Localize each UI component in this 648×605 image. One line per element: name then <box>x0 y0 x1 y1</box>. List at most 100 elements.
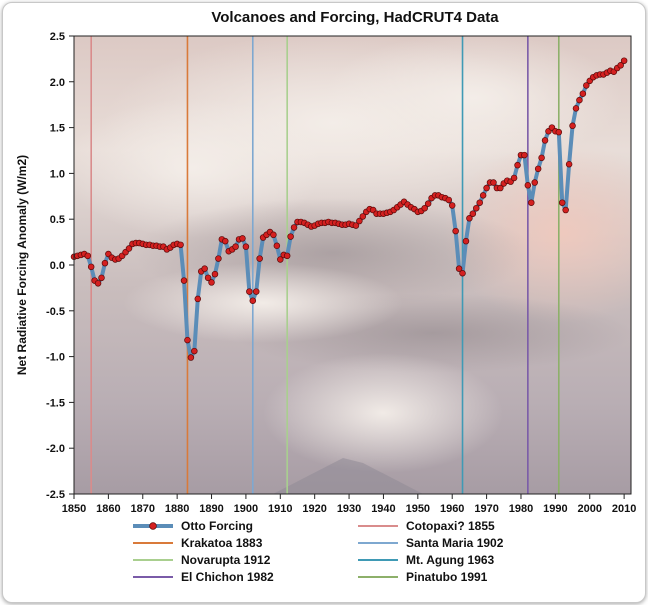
data-point <box>84 252 92 260</box>
legend-item-label: Santa Maria 1902 <box>406 536 504 550</box>
data-point <box>620 57 628 64</box>
x-tick-label: 1940 <box>371 503 395 515</box>
x-tick-label: 1860 <box>96 503 120 515</box>
data-point <box>194 295 202 303</box>
data-point <box>469 210 477 217</box>
data-point <box>490 179 497 186</box>
data-point <box>191 347 198 355</box>
data-point <box>569 122 576 130</box>
data-point <box>466 215 473 222</box>
data-point <box>562 206 569 214</box>
data-point <box>521 151 528 159</box>
data-point <box>204 274 212 282</box>
data-point <box>273 242 281 250</box>
data-point <box>180 277 188 284</box>
legend-swatch-marker <box>149 522 157 530</box>
data-point <box>290 224 298 231</box>
data-point <box>541 137 549 144</box>
y-tick-label: -0.5 <box>46 306 65 318</box>
data-point <box>455 265 463 272</box>
legend-item-label: El Chichon 1982 <box>181 570 274 584</box>
x-tick-label: 1980 <box>509 503 533 515</box>
x-tick-label: 1850 <box>62 503 86 515</box>
data-point <box>538 154 545 162</box>
series-otto-forcing <box>70 57 628 361</box>
data-point <box>270 231 277 239</box>
data-point <box>421 204 428 212</box>
legend-item-label: Pinatubo 1991 <box>406 570 488 584</box>
data-point <box>201 265 208 272</box>
data-point <box>565 160 573 168</box>
data-point <box>256 255 263 262</box>
y-tick-label: 1.5 <box>50 123 65 135</box>
data-point <box>239 235 246 242</box>
y-tick-label: 1.0 <box>50 168 65 180</box>
data-point <box>101 259 109 267</box>
data-point <box>252 288 260 295</box>
y-tick-label: 0.0 <box>50 260 65 272</box>
y-axis: 2.5 2.0 1.5 1.0 0.5 0.0 -0.5 -1.0 -1.5 -2.0 -2.5 <box>46 31 74 501</box>
x-tick-label: 1990 <box>543 503 567 515</box>
data-point <box>476 199 483 206</box>
data-point <box>579 90 587 97</box>
legend-item-label: Mt. Agung 1963 <box>406 553 495 567</box>
x-tick-label: 2000 <box>577 503 601 515</box>
x-tick-label: 1960 <box>440 503 464 515</box>
data-point <box>483 184 490 192</box>
data-point <box>211 270 219 278</box>
chart-title: Volcanoes and Forcing, HadCRUT4 Data <box>211 9 499 26</box>
data-point <box>514 161 521 169</box>
legend-item-label: Otto Forcing <box>181 519 253 533</box>
x-tick-label: 1970 <box>474 503 498 515</box>
data-point <box>524 182 532 189</box>
x-tick-label: 1900 <box>234 503 258 515</box>
x-tick-label: 1880 <box>165 503 189 515</box>
y-tick-label: -2.5 <box>46 489 65 501</box>
plot-frame <box>73 35 632 495</box>
data-point <box>531 179 538 186</box>
data-point <box>356 217 363 225</box>
y-tick-label: 0.5 <box>50 214 65 226</box>
x-tick-label: 1870 <box>131 503 155 515</box>
y-tick-label: -2.0 <box>46 443 65 455</box>
y-axis-label: Net Radiative Forcing Anomaly (W/m2) <box>15 155 29 375</box>
y-tick-label: 2.5 <box>50 31 65 43</box>
data-point <box>448 202 456 209</box>
data-point <box>572 105 580 112</box>
legend-item-label: Krakatoa 1883 <box>181 536 263 550</box>
data-point <box>576 96 583 104</box>
x-axis: 1850 1860 1870 1880 1890 1900 1910 1920 1930 1940… <box>62 494 636 515</box>
data-point <box>283 252 291 260</box>
data-point <box>98 274 105 282</box>
data-point <box>222 237 229 245</box>
data-point <box>558 199 566 206</box>
data-point <box>445 196 453 204</box>
x-tick-label: 1890 <box>199 503 223 515</box>
y-tick-label: -1.5 <box>46 397 65 409</box>
y-tick-label: -1.0 <box>46 352 65 364</box>
data-point <box>177 241 184 249</box>
data-point <box>528 199 535 206</box>
data-point <box>249 297 257 304</box>
x-tick-label: 1910 <box>268 503 292 515</box>
legend-item-label: Novarupta 1912 <box>181 553 271 567</box>
data-point <box>424 200 432 207</box>
data-point <box>246 288 253 295</box>
legend: Otto Forcing Cotopaxi? 1855 Krakatoa 1883 S… <box>133 519 504 584</box>
data-point <box>479 192 487 199</box>
x-tick-label: 2010 <box>612 503 636 515</box>
data-point <box>473 204 480 212</box>
data-point <box>359 213 367 220</box>
data-point <box>287 233 294 240</box>
data-point <box>459 269 466 277</box>
data-point <box>617 62 624 69</box>
data-point <box>87 263 95 271</box>
data-point <box>510 174 518 182</box>
data-point <box>94 280 102 287</box>
data-point <box>208 279 215 286</box>
plot-background <box>74 36 631 494</box>
data-point <box>187 354 195 361</box>
data-point <box>555 128 563 136</box>
y-tick-label: 2.0 <box>50 77 65 89</box>
data-point <box>452 227 459 235</box>
